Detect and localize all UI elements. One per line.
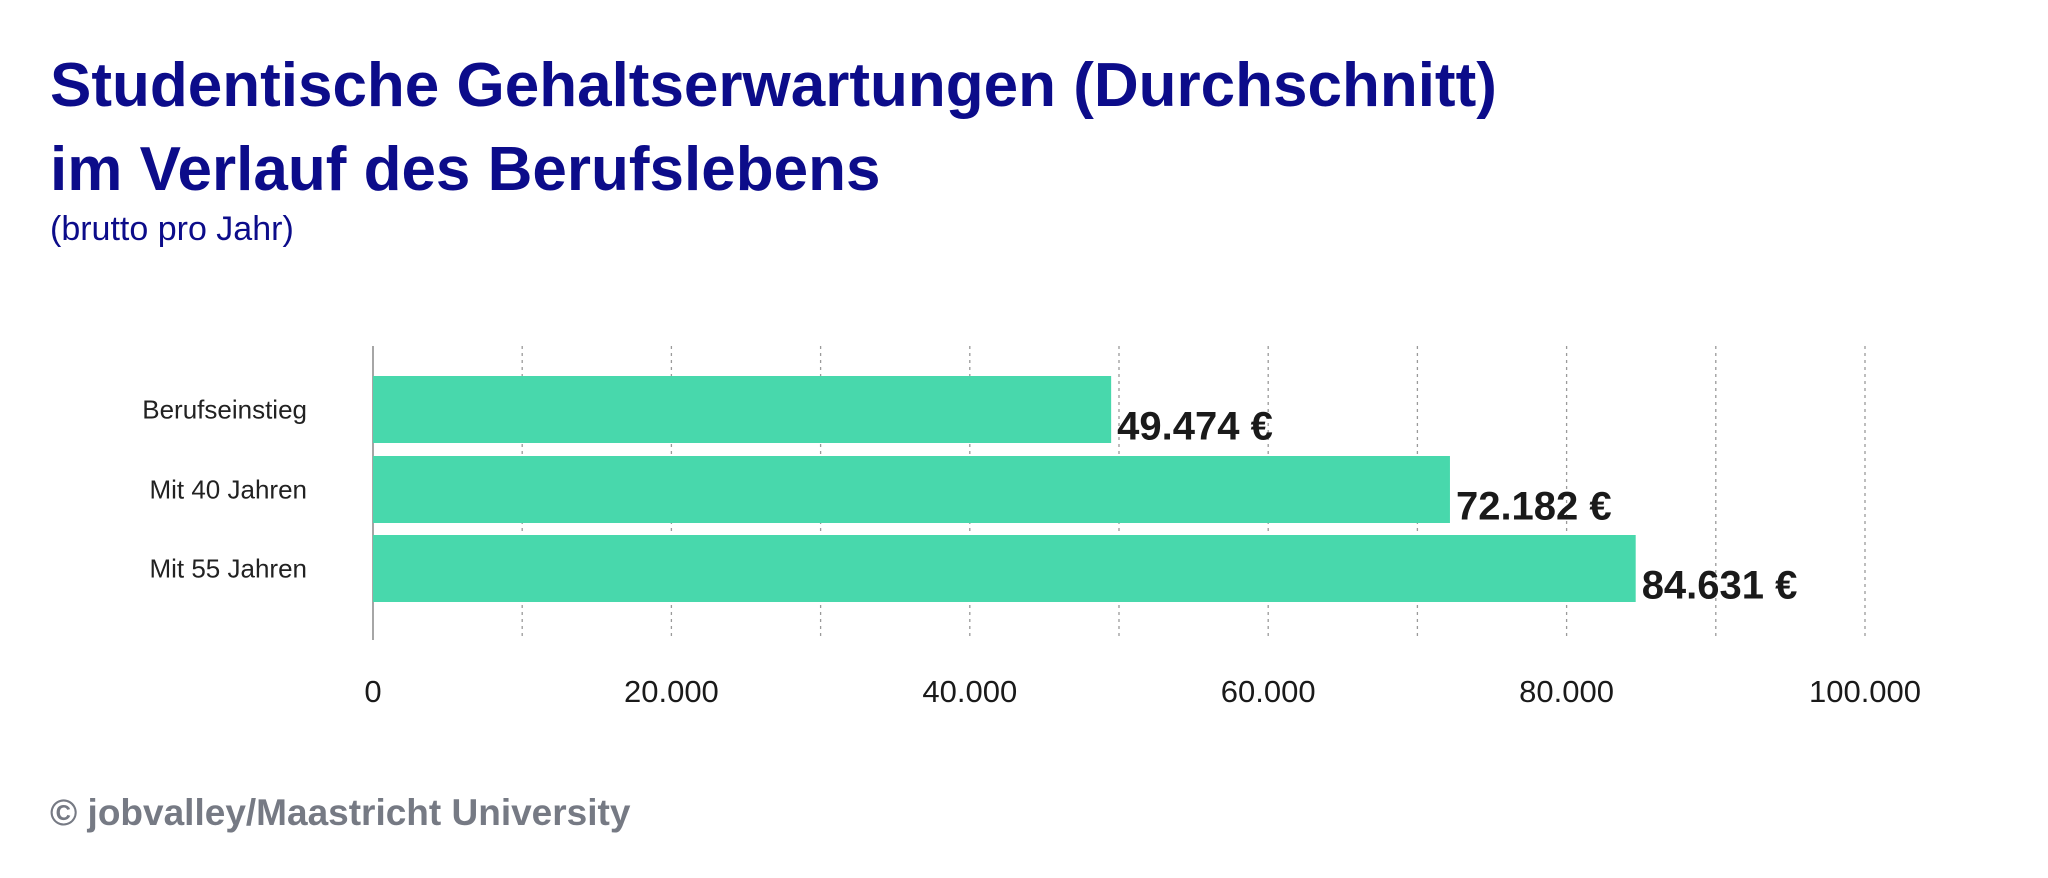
x-tick-label: 60.000 (1221, 674, 1316, 709)
data-label: 84.631 € (1642, 564, 1798, 608)
category-label: Berufseinstieg (142, 395, 307, 425)
chart-subtitle: (brutto pro Jahr) (50, 210, 294, 248)
x-tick-label: 0 (364, 674, 381, 709)
source-credit: © jobvalley/Maastricht University (50, 792, 631, 833)
x-tick-label: 100.000 (1809, 674, 1921, 709)
category-label: Mit 55 Jahren (149, 554, 307, 584)
title-line-1: Studentische Gehaltserwartungen (Durchsc… (50, 51, 1497, 120)
bar-1 (373, 376, 1112, 443)
bar-2 (373, 456, 1450, 523)
chart-title: Studentische Gehaltserwartungen (Durchsc… (50, 44, 1497, 212)
data-label: 49.474 € (1117, 405, 1273, 449)
data-label: 72.182 € (1456, 485, 1612, 529)
x-tick-label: 80.000 (1519, 674, 1614, 709)
x-tick-label: 20.000 (624, 674, 719, 709)
x-tick-label: 40.000 (922, 674, 1017, 709)
category-label: Mit 40 Jahren (149, 475, 307, 505)
title-line-2: im Verlauf des Berufslebens (50, 135, 881, 204)
bar-3 (373, 535, 1636, 602)
